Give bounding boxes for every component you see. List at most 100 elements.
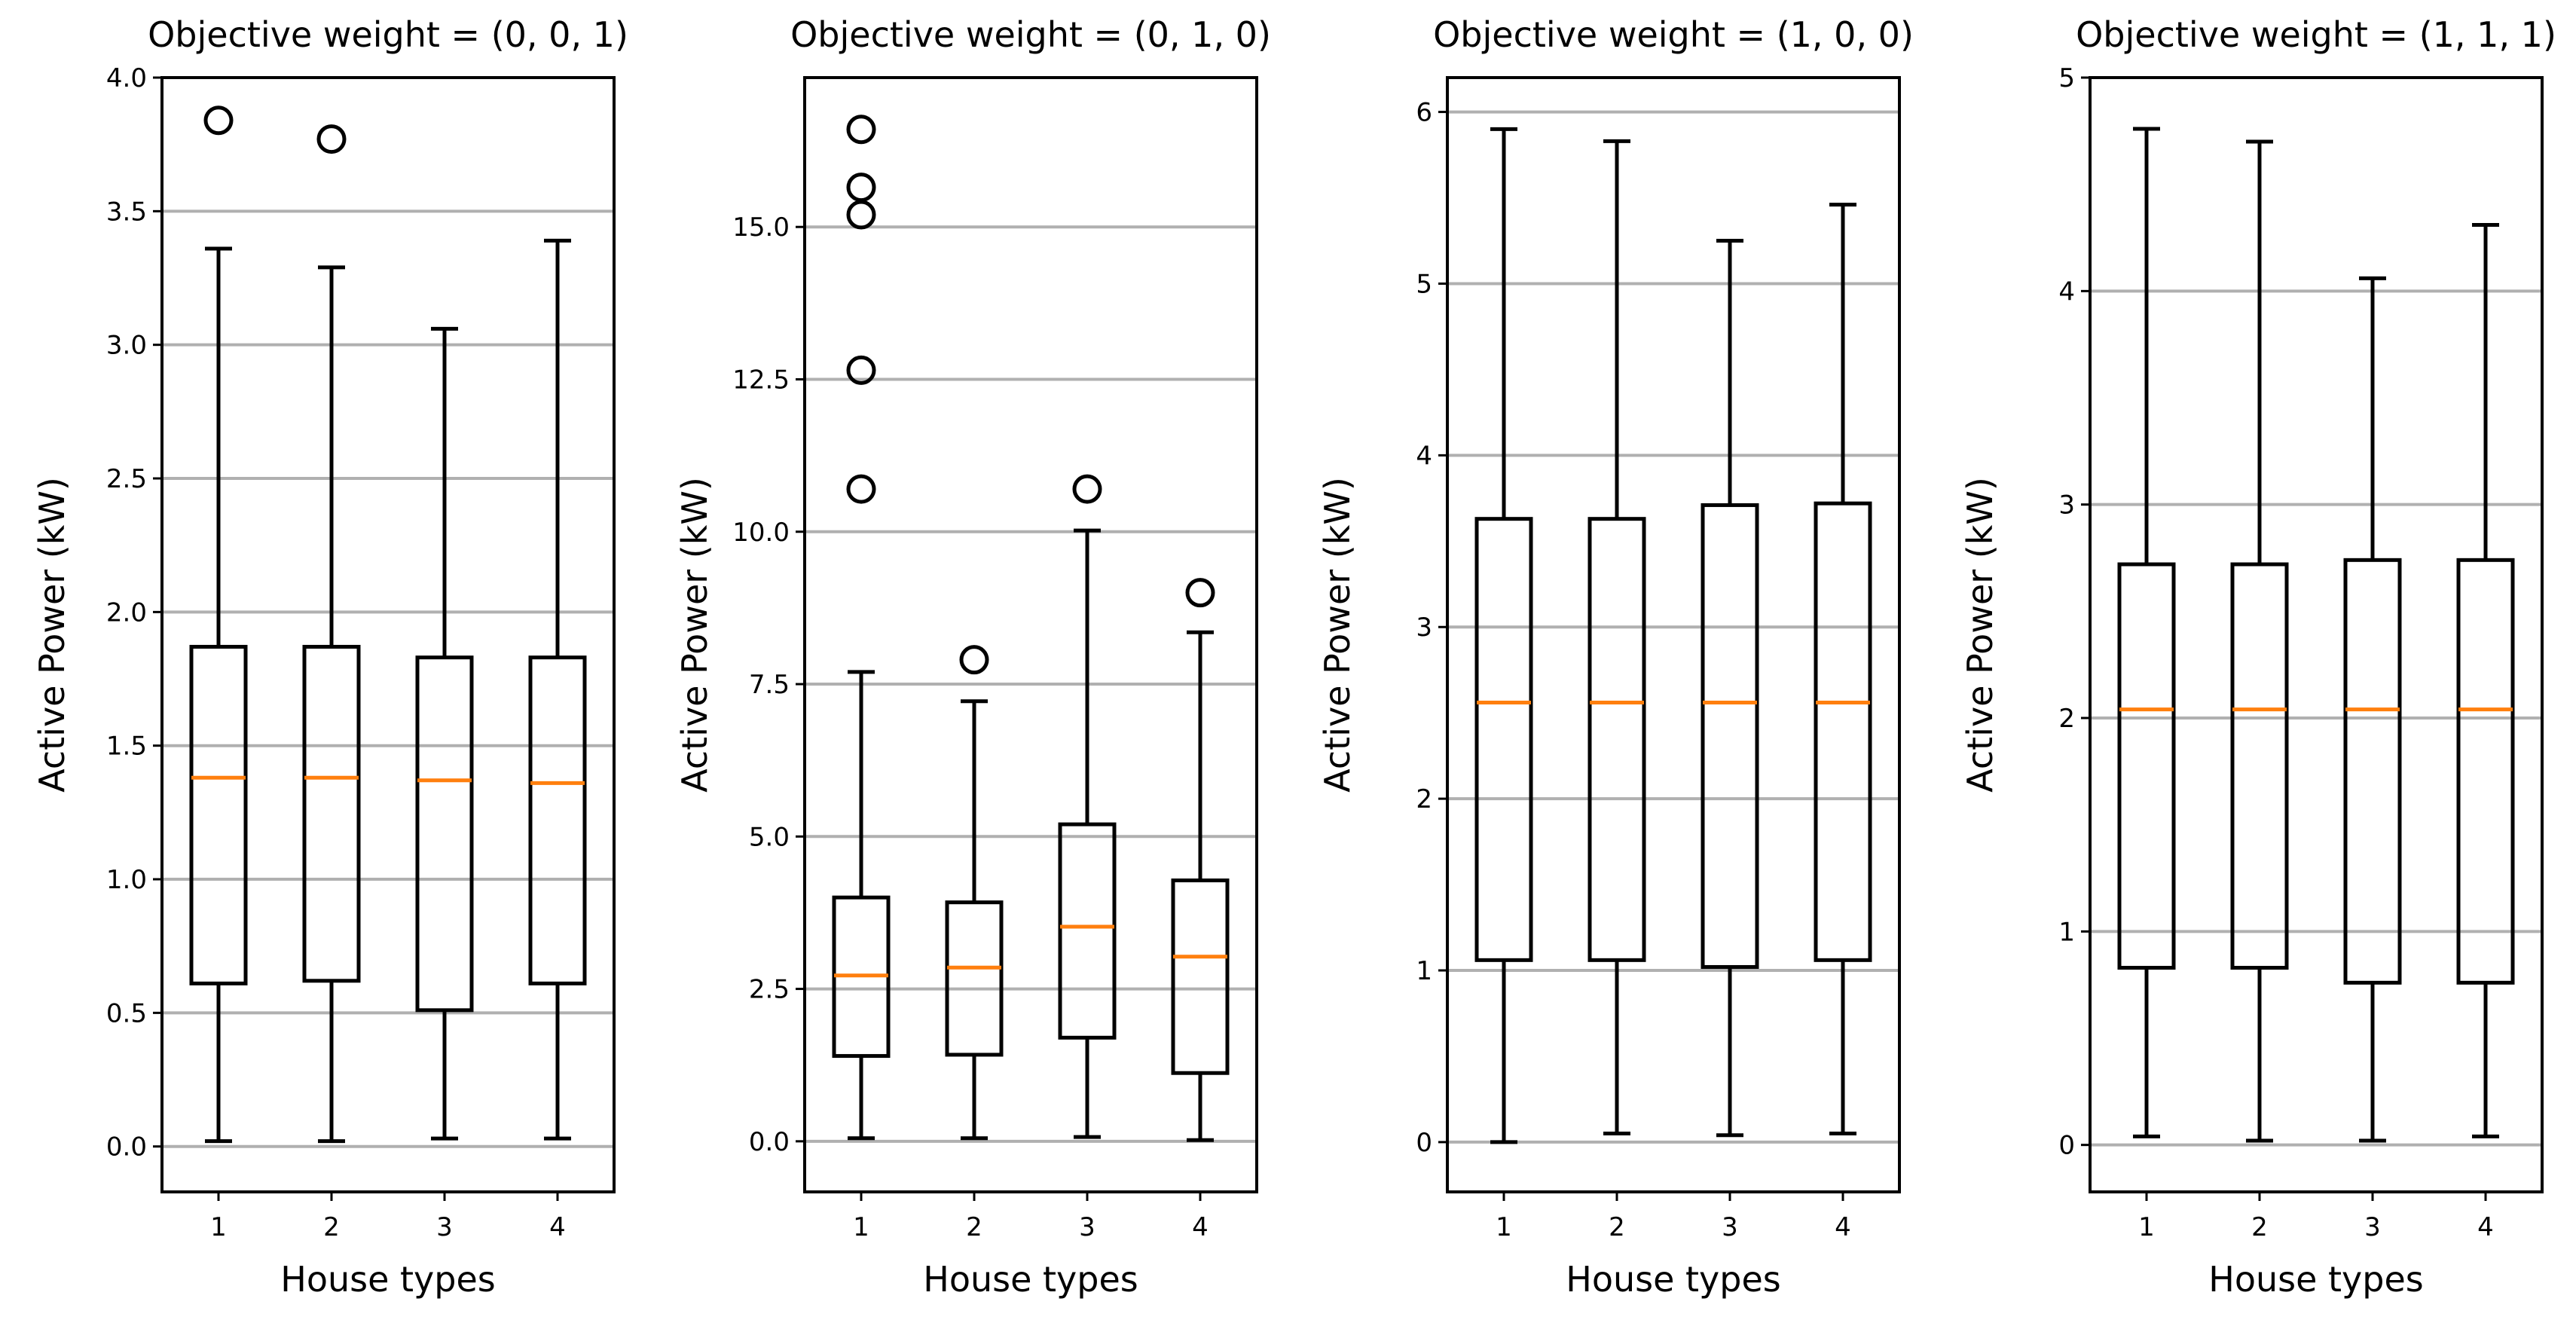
y-tick-label: 2.0 [106, 597, 147, 628]
x-tick-label: 2 [323, 1212, 340, 1242]
y-tick-label: 7.5 [749, 670, 790, 700]
outlier-point [1185, 578, 1215, 608]
y-tick-label: 15.0 [732, 212, 790, 243]
box-2 [302, 124, 361, 1144]
y-tick-label: 2 [1416, 784, 1432, 814]
y-tick-label: 4 [2058, 277, 2075, 307]
axes-frame [803, 76, 1258, 1193]
box-body [302, 644, 361, 983]
box-2 [1587, 139, 1646, 1136]
x-tick-label: 4 [549, 1212, 566, 1242]
subplot-1: 0.0 0.5 1.0 1.5 2.0 2.5 3.0 3.5 4.0 1 2 3 4 Objective… [32, 14, 628, 1300]
x-tick-label: 3 [436, 1212, 453, 1242]
x-tick-label: 1 [853, 1212, 869, 1242]
outlier-point [1072, 474, 1102, 504]
y-axis-label: Active Power (kW) [1317, 477, 1358, 793]
box-3 [1058, 474, 1117, 1139]
y-tick-label: 3 [1416, 613, 1432, 643]
y-axis-label: Active Power (kW) [674, 477, 715, 793]
subplot-2: 0.0 2.5 5.0 7.5 10.0 12.5 15.0 1 2 3 4 Objective we… [674, 14, 1271, 1300]
y-axis-label: Active Power (kW) [32, 477, 72, 793]
y-tick-label: 3 [2058, 490, 2075, 521]
y-tick-label: 2.5 [749, 975, 790, 1005]
outlier-point [846, 200, 876, 230]
box-body [189, 644, 248, 985]
box-body [945, 900, 1004, 1057]
y-tick-label: 1 [2058, 917, 2075, 947]
y-tick-label: 5 [2058, 63, 2075, 93]
y-tick-label: 3.5 [106, 197, 147, 227]
x-axis-label: House types [280, 1259, 496, 1300]
subplot-title: Objective weight = (1, 1, 1) [2076, 14, 2556, 55]
axes-frame [2089, 76, 2544, 1193]
y-tick-label: 1.0 [106, 865, 147, 895]
outlier-point [203, 105, 234, 136]
box-body [2230, 562, 2289, 970]
outlier-point [846, 355, 876, 385]
axes-frame [160, 76, 616, 1193]
box-2 [945, 645, 1004, 1141]
outlier-point [846, 173, 876, 203]
x-tick-label: 3 [1079, 1212, 1095, 1242]
y-tick-label: 2.5 [106, 464, 147, 494]
y-tick-label: 0.0 [749, 1127, 790, 1157]
x-tick-label: 3 [1722, 1212, 1738, 1242]
box-3 [1701, 238, 1759, 1138]
x-tick-label: 4 [1835, 1212, 1851, 1242]
x-tick-label: 1 [1496, 1212, 1512, 1242]
y-tick-label: 1 [1416, 956, 1432, 986]
box-3 [2343, 276, 2402, 1143]
subplot-3: 0 1 2 3 4 5 6 1 2 3 4 Objective weight = (1, 0, 0) H… [1317, 14, 1914, 1300]
y-tick-label: 1.5 [106, 732, 147, 762]
x-tick-label: 3 [2364, 1212, 2381, 1242]
box-body [2456, 558, 2515, 985]
y-tick-label: 12.5 [732, 365, 790, 395]
box-4 [1814, 203, 1872, 1136]
y-tick-label: 4 [1416, 441, 1432, 471]
box-4 [1171, 578, 1230, 1142]
x-tick-label: 2 [966, 1212, 982, 1242]
x-tick-label: 2 [1609, 1212, 1625, 1242]
y-tick-label: 0.0 [106, 1132, 147, 1163]
box-body [1814, 501, 1872, 962]
y-axis-label: Active Power (kW) [1960, 477, 2000, 793]
outlier-point [846, 115, 876, 145]
y-tick-label: 3.0 [106, 331, 147, 361]
box-4 [528, 238, 587, 1141]
box-1 [2117, 127, 2176, 1138]
y-tick-label: 4.0 [106, 63, 147, 93]
y-tick-label: 5 [1416, 269, 1432, 299]
x-axis-label: House types [923, 1259, 1138, 1300]
y-tick-label: 10.0 [732, 518, 790, 548]
box-body [1058, 822, 1117, 1040]
box-body [1587, 517, 1646, 962]
box-body [2117, 562, 2176, 970]
axes-frame [1446, 76, 1901, 1193]
outlier-point [316, 124, 347, 154]
y-tick-label: 0.5 [106, 998, 147, 1028]
outlier-point [959, 645, 989, 675]
box-body [1171, 878, 1230, 1075]
x-tick-label: 1 [210, 1212, 227, 1242]
box-body [528, 655, 587, 985]
x-axis-label: House types [2208, 1259, 2424, 1300]
box-1 [1474, 127, 1533, 1144]
subplot-4: 0 1 2 3 4 5 1 2 3 4 Objective weight = (1, 1, 1) Ho… [1960, 14, 2556, 1300]
y-tick-label: 2 [2058, 704, 2075, 734]
box-3 [415, 326, 474, 1141]
x-tick-label: 1 [2138, 1212, 2155, 1242]
x-tick-label: 4 [1192, 1212, 1209, 1242]
box-1 [832, 115, 891, 1141]
y-tick-label: 0 [1416, 1128, 1432, 1158]
x-tick-label: 2 [2251, 1212, 2268, 1242]
x-axis-label: House types [1566, 1259, 1781, 1300]
subplot-title: Objective weight = (1, 0, 0) [1433, 14, 1914, 55]
y-tick-label: 5.0 [749, 822, 790, 852]
subplot-title: Objective weight = (0, 0, 1) [148, 14, 628, 55]
x-tick-label: 4 [2477, 1212, 2494, 1242]
y-tick-label: 0 [2058, 1131, 2075, 1161]
box-body [1701, 503, 1759, 969]
y-tick-label: 6 [1416, 98, 1432, 128]
subplot-title: Objective weight = (0, 1, 0) [790, 14, 1271, 55]
